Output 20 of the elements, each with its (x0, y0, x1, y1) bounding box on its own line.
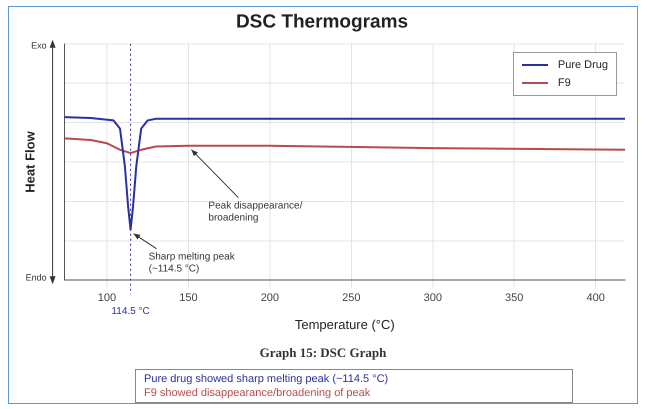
text: Endo (26, 272, 47, 283)
x-tick-label: 200 (260, 292, 280, 304)
legend-label: Pure Drug (558, 58, 608, 71)
x-tick-label: 100 (98, 292, 116, 304)
x-tick-label: 300 (424, 292, 442, 304)
y-axis-title: Heat Flow (22, 130, 38, 193)
text: F9 showed disappearance/broadening of peak (144, 386, 372, 400)
caption: Graph 15: DSC Graph (258, 345, 388, 361)
ref-line-label: 114.5 °C (111, 306, 150, 317)
text: Pure drug showed sharp melting peak (~114.5 °C) (144, 372, 390, 386)
annotation: Peak disappearance/ broadening (208, 200, 303, 224)
x-tick-label: 400 (586, 292, 605, 304)
x-tick-label: 350 (505, 292, 524, 304)
legend-label: F9 (558, 76, 571, 89)
x-axis-title: Temperature (°C) (294, 316, 395, 332)
x-tick-label: 150 (179, 292, 198, 304)
text: Exo (31, 40, 47, 50)
chart-title: DSC Thermograms (236, 12, 408, 33)
annotation: Sharp melting peak (~114.5 °C) (148, 251, 236, 274)
x-tick-label: 250 (342, 292, 360, 304)
